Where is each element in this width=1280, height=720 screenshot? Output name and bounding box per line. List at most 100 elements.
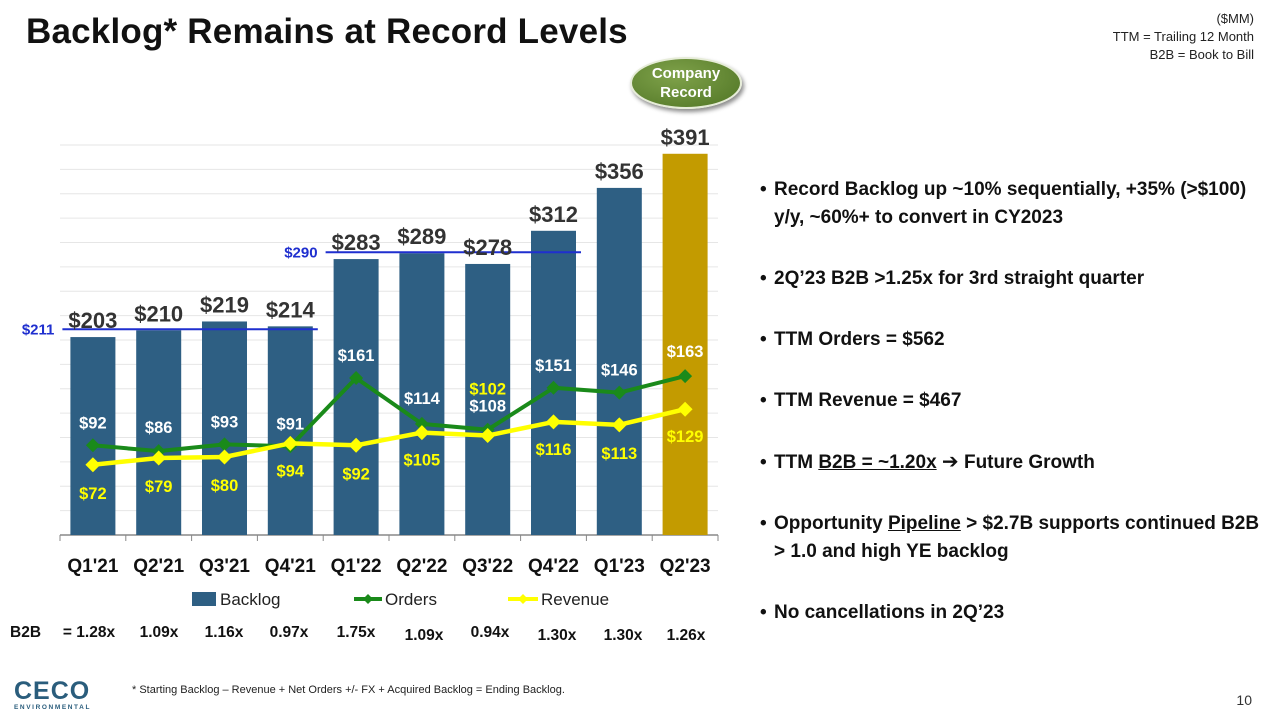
revenue-point: [611, 417, 627, 433]
abbreviation-notes: ($MM) TTM = Trailing 12 Month B2B = Book…: [1113, 10, 1254, 64]
b2b-value: 1.26x: [666, 627, 706, 644]
revenue-point: [480, 428, 496, 444]
bullet-ttm-orders: TTM Orders = $562: [760, 326, 1270, 354]
revenue-label: $113: [601, 445, 637, 463]
x-tick-label: Q2'21: [133, 556, 184, 577]
backlog-label: $356: [595, 159, 644, 184]
orders-point: [612, 385, 627, 400]
backlog-label: $203: [68, 308, 117, 333]
revenue-line: [92, 407, 686, 468]
backlog-label: $283: [332, 230, 381, 255]
reference-line-label: $290: [284, 244, 317, 261]
b2b-value: 1.75x: [336, 624, 376, 641]
bullet-pipeline-post: > $2.7B supports continued B2B > 1.0 and…: [774, 513, 1260, 562]
orders-point: [414, 416, 429, 431]
orders-label: $86: [145, 419, 173, 437]
orders-label: $151: [535, 357, 572, 375]
badge-line-2: Record: [660, 84, 712, 101]
backlog-bar: [333, 259, 379, 535]
backlog-label: $219: [200, 292, 249, 317]
bullet-ttm-b2b-post: Future Growth: [958, 452, 1095, 473]
bullet-record-backlog: Record Backlog up ~10% sequentially, +35…: [760, 176, 1270, 232]
revenue-label: $79: [145, 478, 173, 496]
b2b-note: B2B = Book to Bill: [1149, 47, 1254, 62]
x-tick-label: Q3'21: [199, 556, 250, 577]
b2b-value: 1.30x: [603, 627, 643, 644]
orders-point: [546, 380, 561, 395]
orders-label: $163: [667, 343, 704, 361]
orders-line: [92, 374, 686, 454]
revenue-point: [414, 425, 430, 441]
orders-label: $93: [211, 413, 239, 431]
backlog-label: $312: [529, 202, 578, 227]
legend-revenue-label: Revenue: [541, 590, 609, 609]
logo-subtitle: ENVIRONMENTAL: [14, 704, 92, 711]
company-record-badge: Company Record: [630, 57, 742, 109]
bullet-no-cancellations: No cancellations in 2Q’23: [760, 599, 1270, 627]
b2b-value: 1.09x: [139, 624, 179, 641]
revenue-point: [85, 457, 101, 473]
legend-revenue-marker: [518, 594, 528, 604]
units-note: ($MM): [1216, 11, 1254, 26]
key-points-list: Record Backlog up ~10% sequentially, +35…: [760, 176, 1270, 660]
slide-title: Backlog* Remains at Record Levels: [26, 12, 628, 51]
revenue-point: [217, 449, 232, 465]
bullet-pipeline-pre: Opportunity: [774, 513, 888, 534]
backlog-label: $214: [266, 297, 316, 322]
orders-label: $108: [469, 398, 506, 416]
footnote: * Starting Backlog – Revenue + Net Order…: [132, 684, 565, 696]
revenue-label: $116: [536, 441, 572, 459]
backlog-bar: [662, 153, 708, 535]
legend-backlog-swatch: [192, 592, 216, 606]
right-arrow-icon: ➔: [941, 451, 959, 473]
legend-orders-label: Orders: [385, 590, 437, 609]
ttm-note: TTM = Trailing 12 Month: [1112, 29, 1254, 44]
orders-label: $92: [79, 414, 107, 432]
backlog-bar: [399, 253, 445, 535]
orders-label: $161: [338, 347, 375, 365]
x-tick-label: Q4'22: [528, 556, 579, 577]
bullet-b2b-streak: 2Q’23 B2B >1.25x for 3rd straight quarte…: [760, 265, 1270, 293]
bullet-ttm-b2b: TTM B2B = ~1.20x ➔ Future Growth: [760, 448, 1270, 477]
b2b-value: 0.94x: [470, 624, 510, 641]
bullet-ttm-b2b-pre: TTM: [774, 452, 819, 473]
revenue-label: $94: [277, 462, 305, 480]
revenue-label: $92: [342, 465, 370, 483]
revenue-point: [546, 414, 561, 430]
orders-label: $114: [404, 390, 441, 408]
b2b-value: 0.97x: [269, 624, 309, 641]
backlog-bar: [202, 321, 247, 535]
x-tick-label: Q2'22: [396, 556, 447, 577]
logo-wordmark: CECO: [14, 677, 91, 705]
revenue-point: [282, 435, 298, 451]
page-number: 10: [1236, 692, 1252, 708]
orders-point: [678, 369, 693, 384]
reference-line-label: $211: [22, 321, 55, 338]
revenue-label: $102: [469, 381, 506, 399]
bullet-ttm-revenue: TTM Revenue = $467: [760, 387, 1270, 415]
orders-point: [85, 438, 100, 453]
x-tick-label: Q2'23: [660, 556, 711, 577]
b2b-value: = 1.28x: [62, 624, 116, 641]
bullet-pipeline: Opportunity Pipeline > $2.7B supports co…: [760, 510, 1270, 566]
orders-point: [349, 371, 364, 386]
x-tick-label: Q1'23: [594, 556, 645, 577]
backlog-label: $210: [134, 301, 183, 326]
legend-backlog-label: Backlog: [220, 590, 280, 609]
revenue-point: [677, 401, 693, 417]
ceco-logo: CECO ENVIRONMENTAL: [14, 678, 94, 714]
bullet-ttm-b2b-underlined: B2B = ~1.20x: [818, 452, 937, 473]
x-tick-label: Q1'21: [67, 556, 118, 577]
revenue-point: [348, 437, 364, 453]
x-tick-label: Q3'22: [462, 556, 513, 577]
backlog-label: $289: [397, 224, 446, 249]
backlog-bar: [136, 330, 182, 535]
backlog-bar: [70, 337, 116, 535]
b2b-value: 1.30x: [537, 627, 577, 644]
revenue-label: $72: [79, 485, 107, 503]
badge-line-1: Company: [651, 65, 721, 82]
orders-label: $146: [601, 362, 638, 380]
backlog-bar: [596, 187, 642, 535]
x-tick-label: Q1'22: [331, 556, 382, 577]
backlog-bar: [465, 263, 511, 535]
